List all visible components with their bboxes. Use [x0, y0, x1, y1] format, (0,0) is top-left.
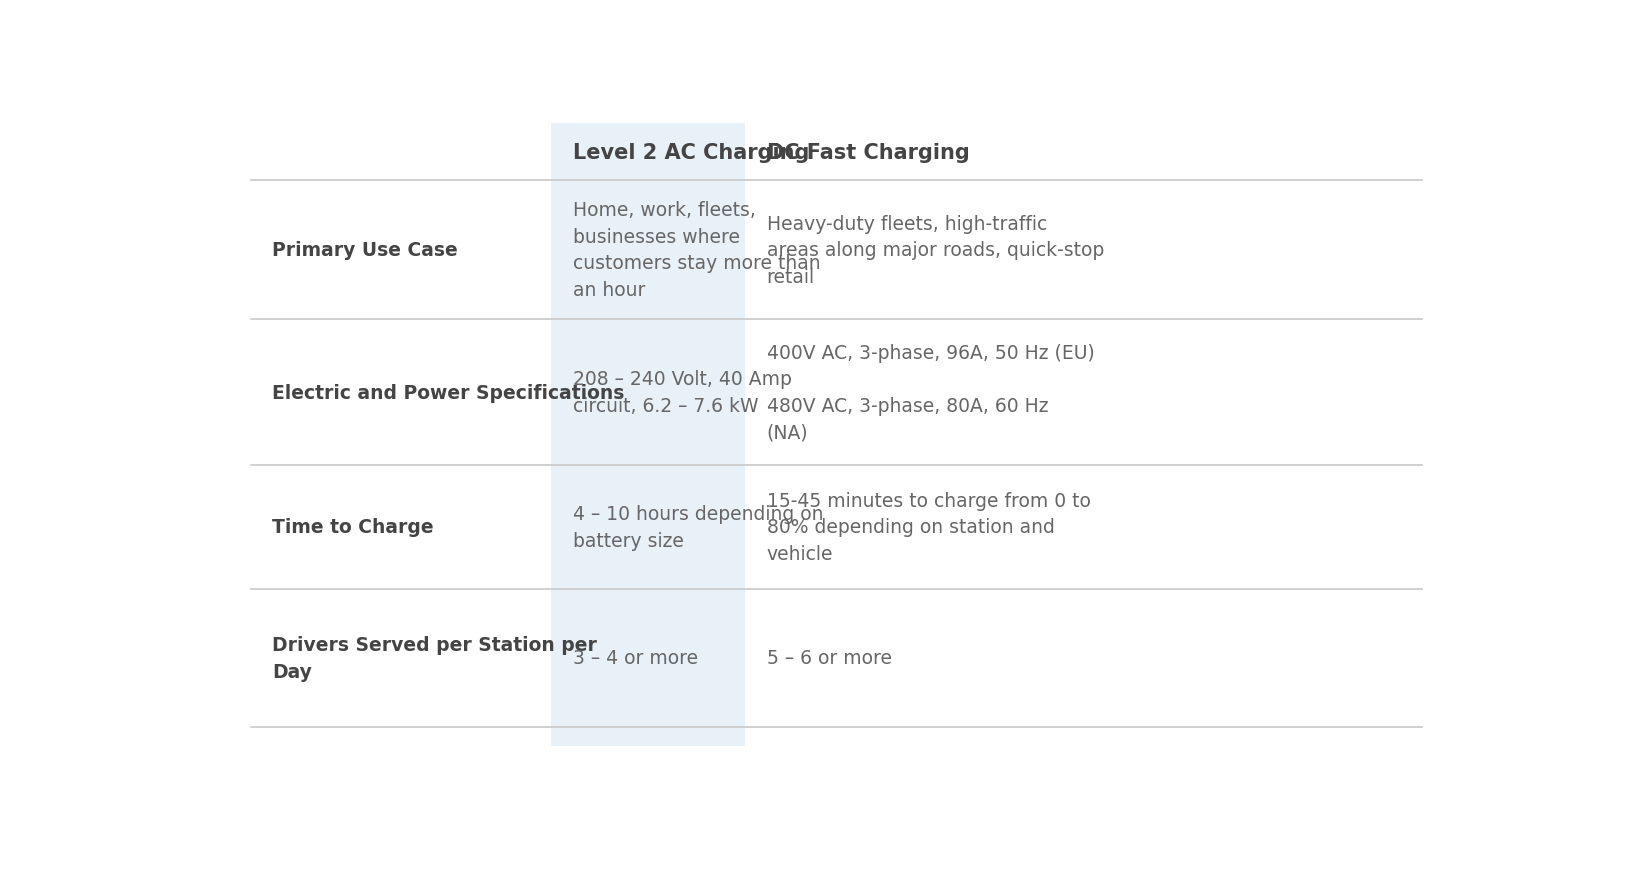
Bar — [250, 123, 552, 746]
Text: Heavy-duty fleets, high-traffic
areas along major roads, quick-stop
retail: Heavy-duty fleets, high-traffic areas al… — [767, 215, 1103, 287]
Text: 15-45 minutes to charge from 0 to
80% depending on station and
vehicle: 15-45 minutes to charge from 0 to 80% de… — [767, 491, 1090, 563]
Bar — [552, 123, 744, 746]
Bar — [744, 123, 1423, 746]
Text: 400V AC, 3-phase, 96A, 50 Hz (EU)

480V AC, 3-phase, 80A, 60 Hz
(NA): 400V AC, 3-phase, 96A, 50 Hz (EU) 480V A… — [767, 343, 1095, 442]
Text: Electric and Power Specifications: Electric and Power Specifications — [273, 383, 625, 402]
Text: 4 – 10 hours depending on
battery size: 4 – 10 hours depending on battery size — [573, 505, 824, 550]
Text: 3 – 4 or more: 3 – 4 or more — [573, 648, 698, 667]
Text: Primary Use Case: Primary Use Case — [273, 241, 459, 260]
Text: Level 2 AC Charging: Level 2 AC Charging — [573, 143, 809, 163]
Text: 5 – 6 or more: 5 – 6 or more — [767, 648, 891, 667]
Text: Time to Charge: Time to Charge — [273, 518, 434, 537]
Text: 208 – 240 Volt, 40 Amp
circuit, 6.2 – 7.6 kW: 208 – 240 Volt, 40 Amp circuit, 6.2 – 7.… — [573, 370, 792, 415]
Text: Home, work, fleets,
businesses where
customers stay more than
an hour: Home, work, fleets, businesses where cus… — [573, 202, 821, 300]
Text: Drivers Served per Station per
Day: Drivers Served per Station per Day — [273, 635, 597, 680]
Text: DC Fast Charging: DC Fast Charging — [767, 143, 969, 163]
